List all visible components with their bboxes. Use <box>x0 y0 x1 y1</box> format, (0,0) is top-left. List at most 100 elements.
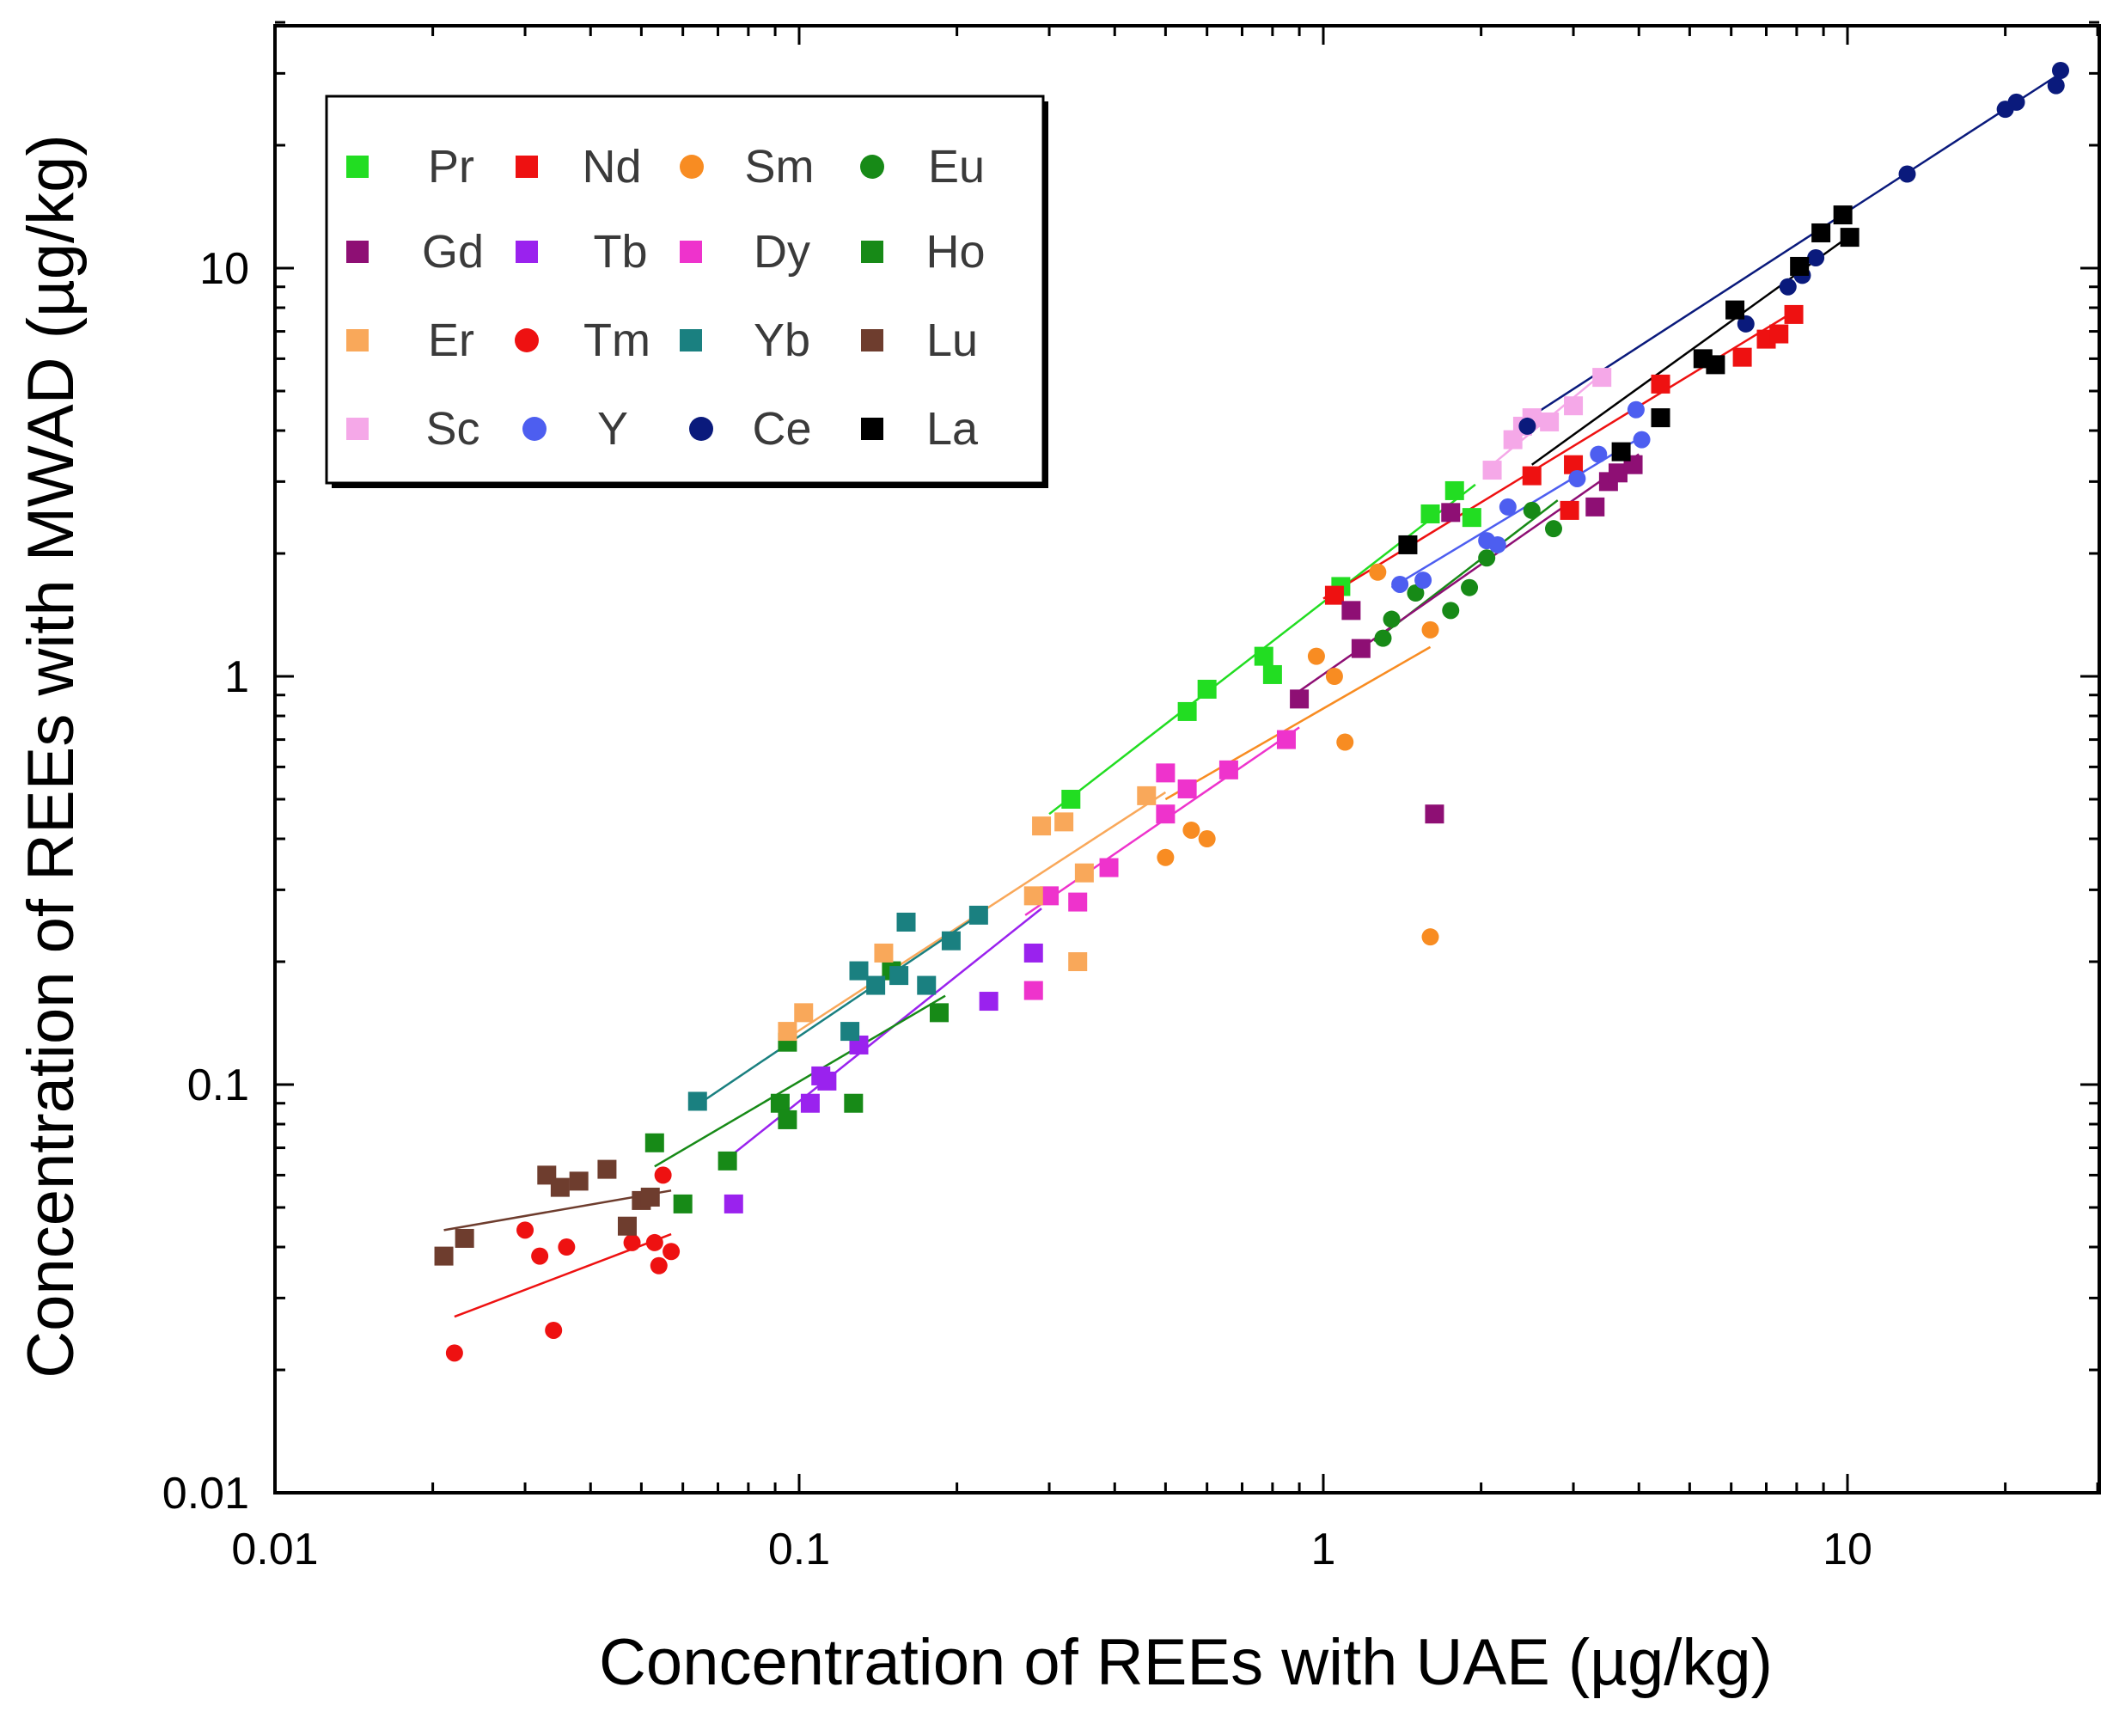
point-eu <box>1383 610 1401 628</box>
point-la <box>1790 256 1810 276</box>
point-gd <box>1341 601 1361 620</box>
legend-item-sc: Sc <box>346 403 480 455</box>
point-tm <box>663 1243 681 1261</box>
point-yb <box>866 975 886 995</box>
point-pr <box>1254 646 1273 666</box>
fit-line-yb <box>693 914 980 1109</box>
x-tick-label-1: 0.1 <box>768 1525 830 1574</box>
point-dy <box>1040 886 1060 906</box>
point-er <box>778 1022 797 1042</box>
legend-item-eu: Eu <box>860 141 985 193</box>
point-nd <box>1769 324 1789 344</box>
point-nd <box>1564 455 1584 474</box>
legend-marker-yb <box>680 329 702 351</box>
point-lu <box>550 1177 570 1197</box>
point-sm <box>1182 821 1200 839</box>
point-eu <box>1544 520 1562 538</box>
x-tick-label-0: 0.01 <box>231 1525 318 1574</box>
point-la <box>1398 535 1418 554</box>
point-nd <box>1522 466 1542 486</box>
legend-item-y: Y <box>522 403 628 455</box>
point-la <box>1811 223 1831 242</box>
legend-item-er: Er <box>346 315 474 366</box>
point-sm <box>1421 928 1439 946</box>
point-tm <box>445 1344 463 1362</box>
point-yb <box>941 931 961 951</box>
legend-label-ho: Ho <box>925 226 985 278</box>
point-dy <box>1023 981 1043 1000</box>
legend-item-dy: Dy <box>680 226 810 278</box>
point-y <box>1627 400 1645 419</box>
point-pr <box>1420 504 1440 523</box>
point-la <box>1706 355 1725 375</box>
y-tick-label-1: 0.1 <box>187 1061 249 1110</box>
point-yb <box>968 905 988 925</box>
legend-item-nd: Nd <box>516 141 642 193</box>
point-sc <box>1564 396 1584 416</box>
plot-frame <box>273 24 2101 1495</box>
point-nd <box>1560 500 1579 520</box>
point-lu <box>617 1216 637 1236</box>
x-axis-title: Concentration of REEs with UAE (µg/kg) <box>599 1626 1773 1699</box>
legend-marker-pr <box>346 156 369 178</box>
point-y <box>1499 498 1517 516</box>
y-tick-label-0: 0.01 <box>162 1469 249 1519</box>
point-er <box>1032 816 1052 836</box>
point-lu <box>569 1171 589 1191</box>
point-nd <box>1784 304 1804 324</box>
point-gd <box>1290 689 1310 709</box>
point-la <box>1611 442 1631 462</box>
point-y <box>1414 572 1432 590</box>
legend-marker-ho <box>861 241 883 263</box>
point-dy <box>1276 730 1296 749</box>
point-tb <box>979 992 998 1012</box>
point-tm <box>558 1238 576 1256</box>
x-tick-label-3: 10 <box>1823 1525 1872 1574</box>
legend-label-yb: Yb <box>754 315 810 366</box>
point-pr <box>1061 789 1081 809</box>
point-tb <box>724 1194 743 1213</box>
legend-marker-tb <box>516 241 538 263</box>
point-sc <box>1592 368 1612 388</box>
point-sm <box>1198 830 1216 848</box>
legend-label-pr: Pr <box>428 141 474 193</box>
point-dy <box>1068 892 1088 912</box>
point-tb <box>1023 943 1043 963</box>
point-dy <box>1156 763 1176 783</box>
point-eu <box>1478 549 1496 567</box>
point-la <box>1651 408 1670 428</box>
point-eu <box>1407 584 1425 602</box>
point-pr <box>1197 679 1217 699</box>
legend-marker-gd <box>346 241 369 263</box>
point-sm <box>1307 647 1325 665</box>
legend-label-tm: Tm <box>583 315 650 366</box>
point-yb <box>896 912 916 932</box>
legend: Pr Nd Sm Eu Gd Tb Dy Ho <box>325 95 1048 488</box>
point-sm <box>1336 733 1354 751</box>
point-pr <box>1462 508 1481 528</box>
point-tm <box>516 1221 534 1239</box>
legend-label-tb: Tb <box>593 226 647 278</box>
legend-marker-sm <box>680 155 704 179</box>
point-sc <box>1540 412 1560 431</box>
point-ce <box>1807 248 1825 266</box>
legend-item-ho: Ho <box>861 226 986 278</box>
point-tm <box>531 1247 549 1265</box>
legend-item-sm: Sm <box>680 141 815 193</box>
point-pr <box>1444 480 1464 500</box>
point-eu <box>1523 501 1541 519</box>
point-ho <box>778 1109 797 1129</box>
legend-item-pr: Pr <box>346 141 474 193</box>
legend-label-er: Er <box>428 315 474 366</box>
fit-line-nd <box>1322 309 1798 600</box>
legend-label-gd: Gd <box>422 226 484 278</box>
point-er <box>874 943 894 963</box>
legend-item-tb: Tb <box>516 226 648 278</box>
point-lu <box>597 1159 617 1179</box>
point-sm <box>1325 668 1343 685</box>
legend-item-tm: Tm <box>515 315 650 366</box>
point-ce <box>2007 93 2025 111</box>
point-eu <box>1461 578 1479 596</box>
legend-item-la: La <box>861 403 979 455</box>
legend-marker-eu <box>860 155 884 179</box>
